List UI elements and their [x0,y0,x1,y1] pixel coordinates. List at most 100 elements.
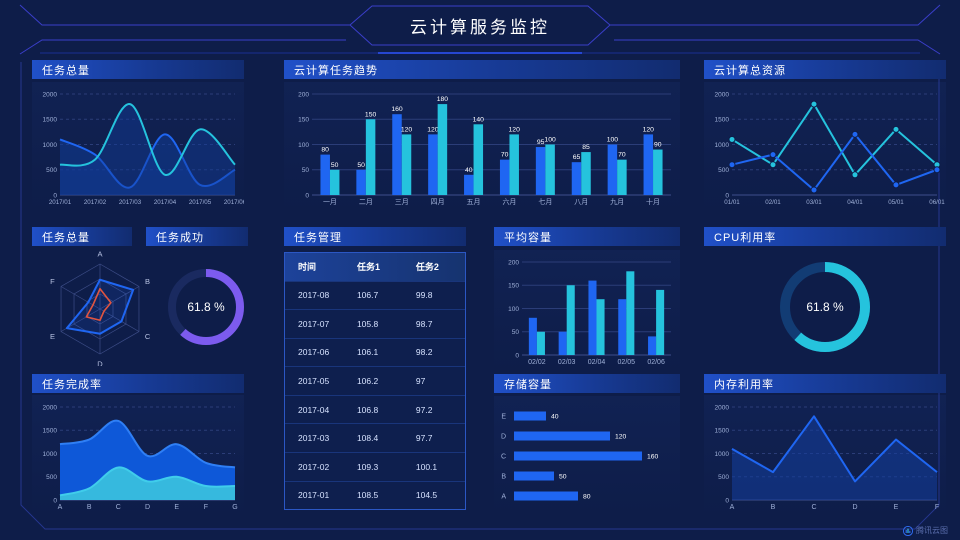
svg-text:B: B [771,504,776,511]
memory-line-chart[interactable]: 0 500 1000 1500 2000 A B C D E F [704,395,946,515]
panel-title-text: 云计算总资源 [714,64,786,77]
table-header-row: 时间 任务1 任务2 [285,253,465,281]
watermark: 腾讯云图 [903,525,948,536]
svg-text:三月: 三月 [395,198,409,206]
cpu-usage-donut[interactable]: 61.8 % [704,248,946,366]
table-row: 2017-08 106.7 99.8 [285,280,465,310]
panel-title-tasks-total: 任务总量 [32,60,244,79]
svg-text:50: 50 [331,162,339,169]
svg-text:50: 50 [512,329,520,336]
avg-capacity-bar-chart[interactable]: 0 50 100 150 200 02/02 02/03 02/04 02/05 02/06 [494,250,680,370]
svg-text:E: E [50,332,55,341]
svg-text:E: E [501,414,506,421]
svg-text:160: 160 [391,106,403,113]
panel-title-table: 任务管理 [284,227,466,246]
svg-text:2017/01: 2017/01 [49,199,72,206]
table-header-cell: 任务2 [415,262,439,273]
svg-text:十月: 十月 [646,197,660,206]
svg-text:B: B [87,504,92,511]
table-cell: 106.7 [356,290,379,301]
table-cell: 106.2 [356,376,379,387]
svg-text:70: 70 [501,152,509,159]
svg-text:1000: 1000 [715,451,730,458]
panel-title-text: 任务总量 [42,231,90,244]
table-cell: 2017-02 [298,461,330,472]
svg-text:180: 180 [437,96,449,103]
svg-text:100: 100 [607,137,619,144]
svg-text:200: 200 [298,91,309,98]
table-row: 2017-01 108.5 104.5 [285,480,465,510]
svg-text:A: A [58,504,63,511]
svg-text:D: D [97,359,103,366]
svg-text:A: A [501,494,506,501]
task-success-donut[interactable]: 61.8 % [164,248,248,366]
panel-title-avg: 平均容量 [494,227,680,246]
svg-text:40: 40 [551,414,559,421]
svg-text:150: 150 [365,111,377,118]
svg-text:2000: 2000 [43,91,58,98]
svg-text:06/01: 06/01 [929,199,945,206]
panel-title-text: 任务总量 [42,64,90,77]
svg-text:0: 0 [515,352,519,359]
svg-text:02/02: 02/02 [528,359,546,366]
task-management-table[interactable]: 时间 任务1 任务2 2017-08 106.7 99.8 2017-07 105.8 98.7… [284,252,466,510]
table-header-cell: 任务1 [356,262,380,273]
completion-area-chart[interactable]: 0 500 1000 1500 2000 A B C D E F G [32,395,244,515]
svg-text:02/06: 02/06 [647,359,665,366]
svg-text:1000: 1000 [43,142,58,149]
table-cell: 2017-04 [298,404,330,415]
svg-text:2017/06: 2017/06 [224,199,244,206]
tasks-total-line-chart[interactable]: 0 500 1000 1500 2000 2017/01 2017/02 2017/03 201… [32,82,247,210]
task-trend-bar-chart[interactable]: 0 50 100 150 200 一月 二月 三月 四月 五月 六月 七月 八月 九月 十月 80 50 160 1… [284,82,680,210]
svg-text:一月: 一月 [323,198,337,206]
table-cell: 100.1 [415,461,438,472]
svg-text:500: 500 [46,167,57,174]
table-cell: 97 [415,376,426,387]
resources-line-chart[interactable]: 0 500 1000 1500 2000 01/01 02/01 03/01 04/01 05/0… [704,82,946,210]
panel-title-resources: 云计算总资源 [704,60,946,79]
svg-text:160: 160 [647,454,659,461]
panel-title-text: 任务完成率 [42,378,102,391]
table-cell: 2017-03 [298,433,330,444]
svg-text:120: 120 [509,126,521,133]
svg-text:2017/02: 2017/02 [84,199,107,206]
panel-title-text: 存储容量 [504,378,552,391]
svg-text:01/01: 01/01 [724,199,740,206]
table-cell: 104.5 [415,490,438,501]
table-cell: 2017-05 [298,376,330,387]
svg-text:C: C [501,454,506,461]
panel-title-text: 内存利用率 [714,378,774,391]
svg-text:七月: 七月 [538,197,552,206]
svg-text:50: 50 [357,162,365,169]
table-row: 2017-02 109.3 100.1 [285,451,465,481]
svg-text:E: E [894,504,899,511]
svg-text:1000: 1000 [43,451,58,458]
svg-text:140: 140 [473,116,485,123]
svg-text:85: 85 [582,144,590,151]
panel-title-cpu: CPU利用率 [704,227,946,246]
svg-text:61.8 %: 61.8 % [187,300,225,314]
svg-text:2000: 2000 [43,404,58,411]
svg-text:A: A [97,250,102,259]
svg-text:100: 100 [508,306,519,313]
svg-text:C: C [811,504,816,511]
table-cell: 105.8 [356,318,379,329]
panel-title-memory: 内存利用率 [704,374,946,393]
svg-text:1000: 1000 [715,142,730,149]
panel-title-success: 任务成功 [146,227,248,246]
svg-text:B: B [501,474,506,481]
svg-text:九月: 九月 [610,197,624,206]
table-row: 2017-03 108.4 97.7 [285,423,465,452]
storage-hbar-chart[interactable]: E 40 D 120 C 160 B 50 A 80 [494,396,680,512]
svg-text:C: C [116,504,121,511]
table-cell: 97.7 [415,433,433,444]
svg-text:61.8 %: 61.8 % [806,300,844,314]
panel-title-text: CPU利用率 [714,231,777,244]
svg-text:150: 150 [508,283,519,290]
svg-text:200: 200 [508,259,519,266]
tasks-radar-chart[interactable]: A B C D E F [24,248,176,369]
svg-text:70: 70 [618,152,626,159]
panel-title-radar: 任务总量 [32,227,132,246]
svg-text:500: 500 [718,167,729,174]
svg-text:2017/04: 2017/04 [154,199,177,206]
